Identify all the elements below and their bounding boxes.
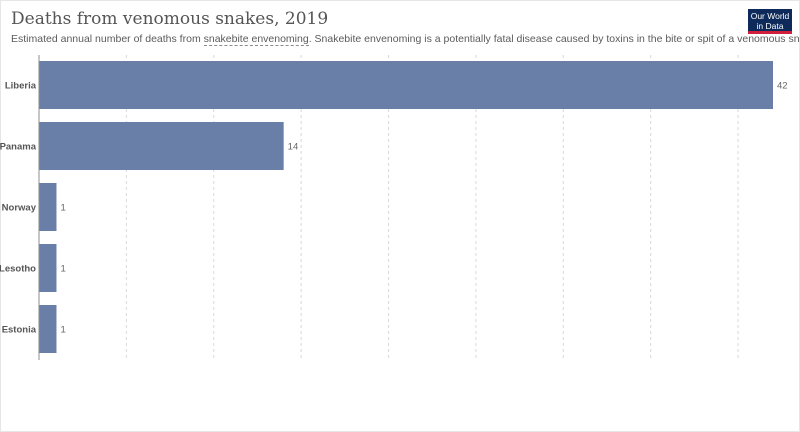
snakebite-envenoming-link[interactable]: snakebite envenoming: [203, 33, 309, 46]
bar-panama: [39, 122, 284, 170]
chart-subtitle: Estimated annual number of deaths from s…: [11, 33, 800, 46]
category-label: Panama: [0, 142, 37, 153]
value-label: 1: [60, 203, 65, 214]
category-label: Estonia: [2, 325, 37, 336]
subtitle-text-end: . Snakebite envenoming is a potentially …: [308, 33, 800, 45]
owid-logo[interactable]: Our World in Data: [748, 9, 792, 34]
bar-liberia: [39, 61, 773, 109]
logo-line-2: in Data: [756, 21, 784, 31]
value-label: 42: [777, 81, 788, 92]
value-label: 14: [288, 142, 299, 153]
value-label: 1: [60, 325, 65, 336]
bar-estonia: [39, 305, 57, 353]
value-label: 1: [60, 264, 65, 275]
logo-line-1: Our World: [750, 11, 790, 21]
chart-title: Deaths from venomous snakes, 2019: [11, 9, 329, 29]
category-label: Lesotho: [0, 264, 36, 275]
bar-norway: [39, 183, 57, 231]
subtitle-text-start: Estimated annual number of deaths from: [11, 33, 204, 45]
category-label: Liberia: [5, 81, 37, 92]
category-label: Norway: [2, 203, 37, 214]
bar-lesotho: [39, 244, 57, 292]
